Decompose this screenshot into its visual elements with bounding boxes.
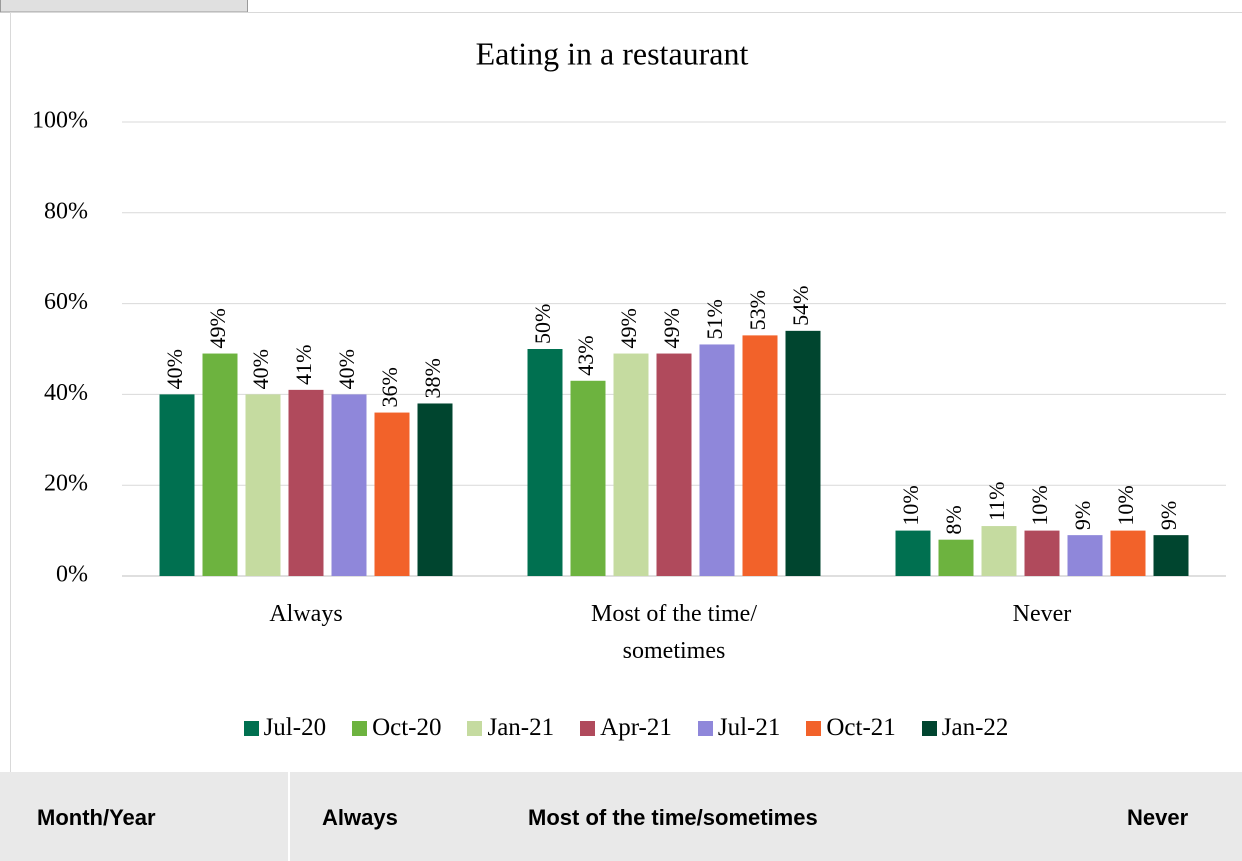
data-label: 40% — [334, 349, 359, 389]
header-cell: Month/Year — [37, 805, 156, 830]
data-label: 11% — [984, 482, 1009, 522]
bar — [981, 526, 1017, 576]
data-label: 9% — [1156, 501, 1181, 530]
button[interactable] — [0, 0, 248, 13]
chart-frame — [10, 12, 1242, 772]
legend-item: Jul-20 — [243, 714, 327, 742]
legend-swatch — [921, 720, 937, 736]
y-tick-label: 100% — [32, 108, 88, 134]
data-label: 43% — [573, 335, 598, 375]
header-cell: Most of the time/sometimes — [528, 805, 818, 830]
data-label: 53% — [745, 290, 770, 330]
bar — [1110, 530, 1146, 576]
legend-swatch — [467, 720, 483, 736]
data-label: 38% — [420, 358, 445, 398]
table-header: Month/Year Always Most of the time/somet… — [0, 772, 1242, 861]
bar — [742, 335, 778, 576]
legend-label: Jan-22 — [941, 714, 1009, 741]
data-label: 8% — [941, 505, 966, 534]
bar — [570, 380, 606, 576]
legend-item: Jan-22 — [921, 714, 1009, 742]
data-label: 10% — [1027, 485, 1052, 525]
bar — [699, 344, 735, 576]
x-tick-label: Never — [1012, 601, 1072, 627]
y-tick-label: 40% — [44, 380, 88, 406]
legend-item: Jan-21 — [467, 714, 554, 742]
bar — [288, 389, 324, 576]
bar — [895, 530, 931, 576]
legend-label: Oct-20 — [372, 714, 442, 741]
column-separator — [288, 772, 290, 861]
legend-swatch — [243, 720, 259, 736]
bar — [202, 353, 238, 576]
data-label: 54% — [788, 286, 813, 326]
legend-item: Oct-21 — [806, 714, 896, 742]
header-cell: Never — [1127, 805, 1189, 830]
legend-item: Apr-21 — [580, 714, 672, 742]
data-label: 10% — [1113, 485, 1138, 525]
data-label: 10% — [898, 485, 923, 525]
bar — [785, 330, 821, 576]
bar — [1067, 535, 1103, 576]
legend-label: Jul-20 — [263, 714, 327, 741]
bar — [938, 539, 974, 576]
y-tick-label: 60% — [44, 289, 88, 315]
header-cell: Always — [322, 805, 398, 830]
legend-label: Apr-21 — [600, 714, 672, 741]
data-label: 51% — [702, 299, 727, 339]
x-tick-label: Always — [269, 601, 343, 627]
bar — [656, 353, 692, 576]
data-label: 50% — [530, 304, 555, 344]
data-label: 49% — [616, 308, 641, 348]
bar — [613, 353, 649, 576]
data-label: 40% — [248, 349, 273, 389]
data-label: 49% — [659, 308, 684, 348]
legend-swatch — [580, 720, 596, 736]
y-tick-label: 20% — [44, 471, 88, 497]
legend-label: Jul-21 — [717, 714, 781, 741]
data-label: 41% — [291, 345, 316, 385]
chart-title: Eating in a restaurant — [476, 35, 749, 71]
data-label: 9% — [1070, 501, 1095, 530]
x-tick-label: Most of the time/ sometimes — [591, 601, 757, 664]
bar — [1153, 535, 1189, 576]
y-tick-label: 80% — [44, 198, 88, 224]
bar — [527, 349, 563, 576]
legend-swatch — [806, 720, 822, 736]
y-tick-label: 0% — [56, 562, 88, 588]
bar — [159, 394, 195, 576]
legend-label: Oct-21 — [826, 714, 896, 741]
bar — [1024, 530, 1060, 576]
chart: Eating in a restaurant 0% 20% 40% 60% 80% 100… — [0, 0, 1242, 772]
bar — [417, 403, 453, 576]
legend-swatch — [697, 720, 713, 736]
legend-label: Jan-21 — [487, 714, 555, 741]
bar — [245, 394, 281, 576]
legend: Jul-20 Oct-20 Jan-21 Apr-21 Jul-21 Oct-21 Jan-… — [10, 714, 1242, 742]
data-label: 40% — [162, 349, 187, 389]
data-label: 49% — [205, 308, 230, 348]
legend-item: Oct-20 — [352, 714, 441, 742]
bar — [331, 394, 367, 576]
bar — [374, 412, 410, 576]
data-label: 36% — [377, 367, 402, 407]
legend-swatch — [352, 720, 368, 736]
legend-item: Jul-21 — [697, 714, 781, 742]
